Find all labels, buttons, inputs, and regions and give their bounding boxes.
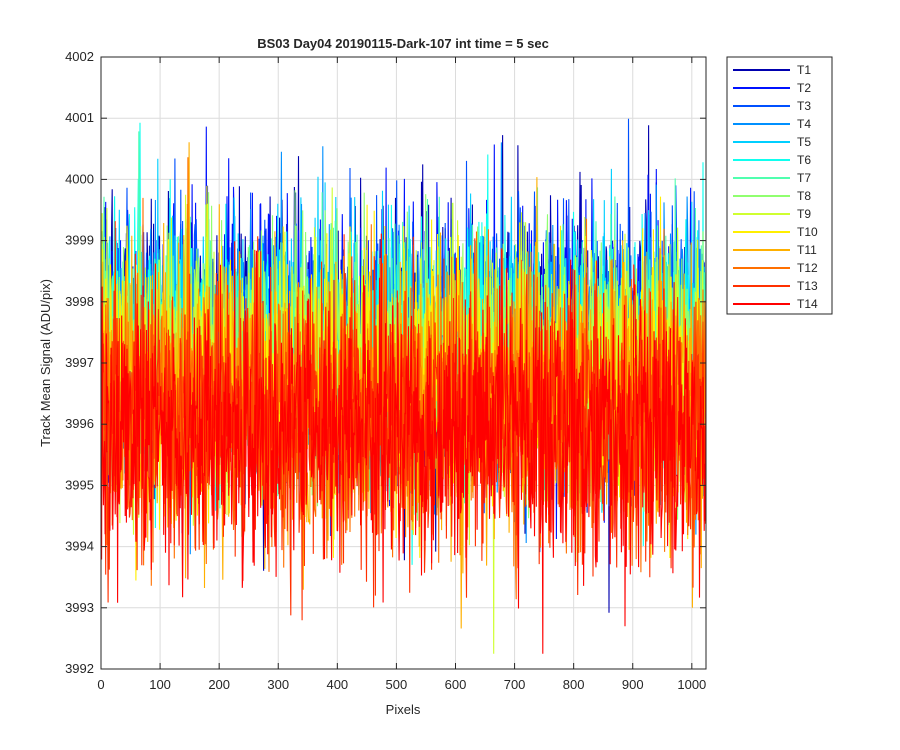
x-tick-label: 800 — [563, 677, 585, 692]
legend-label-t10: T10 — [797, 225, 818, 239]
y-tick-label: 4001 — [65, 110, 94, 125]
x-tick-label: 600 — [445, 677, 467, 692]
x-tick-label: 300 — [267, 677, 289, 692]
y-axis-ticks: 3992 3993 3994 3995 3996 3997 3998 3999 4000 4001… — [65, 49, 706, 676]
legend-label-t11: T11 — [797, 243, 817, 257]
x-tick-label: 500 — [386, 677, 408, 692]
x-tick-label: 200 — [208, 677, 230, 692]
legend-label-t3: T3 — [797, 99, 811, 113]
y-tick-label: 3993 — [65, 600, 94, 615]
y-tick-label: 3994 — [65, 539, 94, 554]
y-tick-label: 3997 — [65, 355, 94, 370]
legend-label-t1: T1 — [797, 63, 811, 77]
y-tick-label: 3996 — [65, 416, 94, 431]
y-tick-label: 4002 — [65, 49, 94, 64]
x-tick-label: 1000 — [677, 677, 706, 692]
series-lines — [101, 118, 706, 654]
series-line-t13 — [101, 221, 706, 621]
chart-title: BS03 Day04 20190115-Dark-107 int time = … — [257, 36, 549, 51]
x-tick-label: 400 — [326, 677, 348, 692]
legend-label-t9: T9 — [797, 207, 811, 221]
x-tick-label: 700 — [504, 677, 526, 692]
series-line-t14 — [101, 233, 706, 654]
legend-label-t13: T13 — [797, 279, 818, 293]
legend-label-t5: T5 — [797, 135, 811, 149]
legend-label-t4: T4 — [797, 117, 811, 131]
y-tick-label: 3992 — [65, 661, 94, 676]
y-tick-label: 3999 — [65, 233, 94, 248]
legend-label-t12: T12 — [797, 261, 818, 275]
legend[interactable]: T1 T2 T3 T4 T5 T6 T7 T8 T9 T10 T11 T12 T13 T14 — [726, 56, 833, 315]
legend-label-t2: T2 — [797, 81, 811, 95]
y-tick-label: 4000 — [65, 171, 94, 186]
legend-label-t7: T7 — [797, 171, 811, 185]
y-tick-label: 3998 — [65, 294, 94, 309]
x-tick-label: 0 — [97, 677, 104, 692]
x-axis-label: Pixels — [386, 702, 421, 717]
y-axis-label: Track Mean Signal (ADU/pix) — [38, 279, 53, 447]
legend-label-t8: T8 — [797, 189, 811, 203]
y-tick-label: 3995 — [65, 477, 94, 492]
x-tick-label: 100 — [149, 677, 171, 692]
x-tick-label: 900 — [622, 677, 644, 692]
legend-label-t14: T14 — [797, 297, 818, 311]
legend-box — [726, 56, 833, 315]
legend-label-t6: T6 — [797, 153, 811, 167]
x-axis-ticks: 0 100 200 300 400 500 600 700 800 900 1000 — [97, 57, 706, 692]
